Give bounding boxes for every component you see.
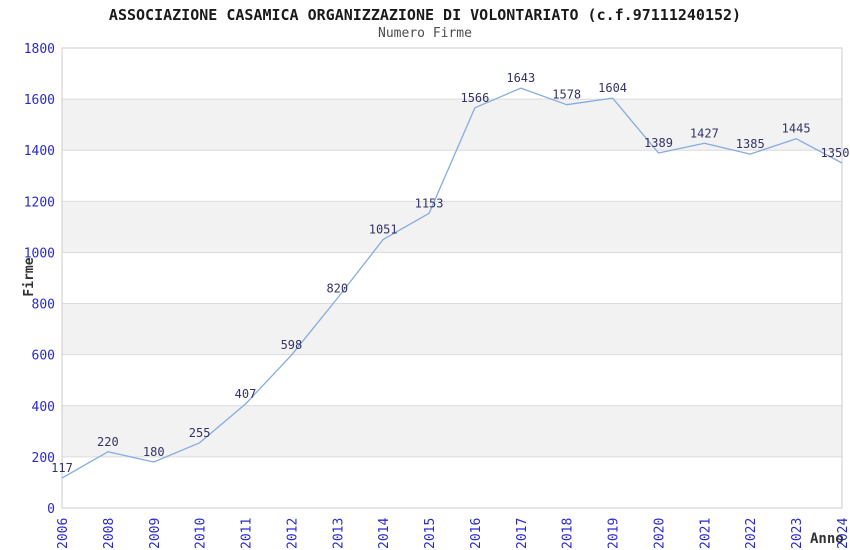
x-tick-label: 2006 <box>56 518 71 549</box>
x-tick-label: 2023 <box>790 518 805 549</box>
point-label: 598 <box>281 338 303 352</box>
y-tick-label: 1200 <box>24 195 55 210</box>
point-label: 1445 <box>782 122 811 136</box>
x-tick-label: 2016 <box>469 518 484 549</box>
point-label: 1578 <box>552 88 581 102</box>
grid-band <box>62 303 842 355</box>
x-tick-label: 2018 <box>561 518 576 549</box>
x-tick-label: 2022 <box>744 518 759 549</box>
point-label: 1389 <box>644 136 673 150</box>
y-tick-label: 800 <box>32 298 55 313</box>
point-label: 1385 <box>736 137 765 151</box>
point-label: 117 <box>51 461 73 475</box>
y-tick-label: 1800 <box>24 42 55 57</box>
y-tick-label: 1400 <box>24 144 55 159</box>
y-tick-label: 200 <box>32 451 55 466</box>
point-label: 1051 <box>369 222 398 236</box>
y-tick-label: 1600 <box>24 93 55 108</box>
x-tick-label: 2012 <box>285 518 300 549</box>
x-axis-title: Anno <box>810 531 844 547</box>
point-label: 220 <box>97 435 119 449</box>
point-label: 820 <box>326 281 348 295</box>
point-label: 1566 <box>460 91 489 105</box>
x-tick-label: 2015 <box>423 518 438 549</box>
point-label: 255 <box>189 426 211 440</box>
y-tick-label: 600 <box>32 349 55 364</box>
point-label: 1427 <box>690 126 719 140</box>
grid-band <box>62 405 842 457</box>
y-axis-title: Firme <box>22 257 37 296</box>
x-tick-label: 2009 <box>148 518 163 549</box>
x-tick-label: 2014 <box>377 518 392 549</box>
x-tick-label: 2013 <box>331 518 346 549</box>
grid-band <box>62 99 842 151</box>
chart-subtitle: Numero Firme <box>378 26 472 41</box>
point-label: 1153 <box>415 196 444 210</box>
x-tick-label: 2017 <box>515 518 530 549</box>
y-tick-label: 0 <box>47 502 55 517</box>
y-tick-label: 400 <box>32 400 55 415</box>
plot-border <box>61 47 843 509</box>
data-line <box>61 87 843 479</box>
x-tick-label: 2019 <box>607 518 622 549</box>
x-tick-label: 2021 <box>698 518 713 549</box>
point-label: 407 <box>235 387 257 401</box>
point-label: 1604 <box>598 81 627 95</box>
x-tick-label: 2024 <box>836 518 850 549</box>
x-tick-label: 2011 <box>240 518 255 549</box>
point-label: 1643 <box>506 71 535 85</box>
x-tick-label: 2008 <box>102 518 117 549</box>
grid-band <box>62 201 842 253</box>
point-label: 1350 <box>821 146 850 160</box>
point-label: 180 <box>143 445 165 459</box>
x-tick-label: 2020 <box>652 518 667 549</box>
y-tick-label: 1000 <box>24 246 55 261</box>
x-tick-label: 2010 <box>194 518 209 549</box>
chart-title: ASSOCIAZIONE CASAMICA ORGANIZZAZIONE DI … <box>108 6 742 24</box>
